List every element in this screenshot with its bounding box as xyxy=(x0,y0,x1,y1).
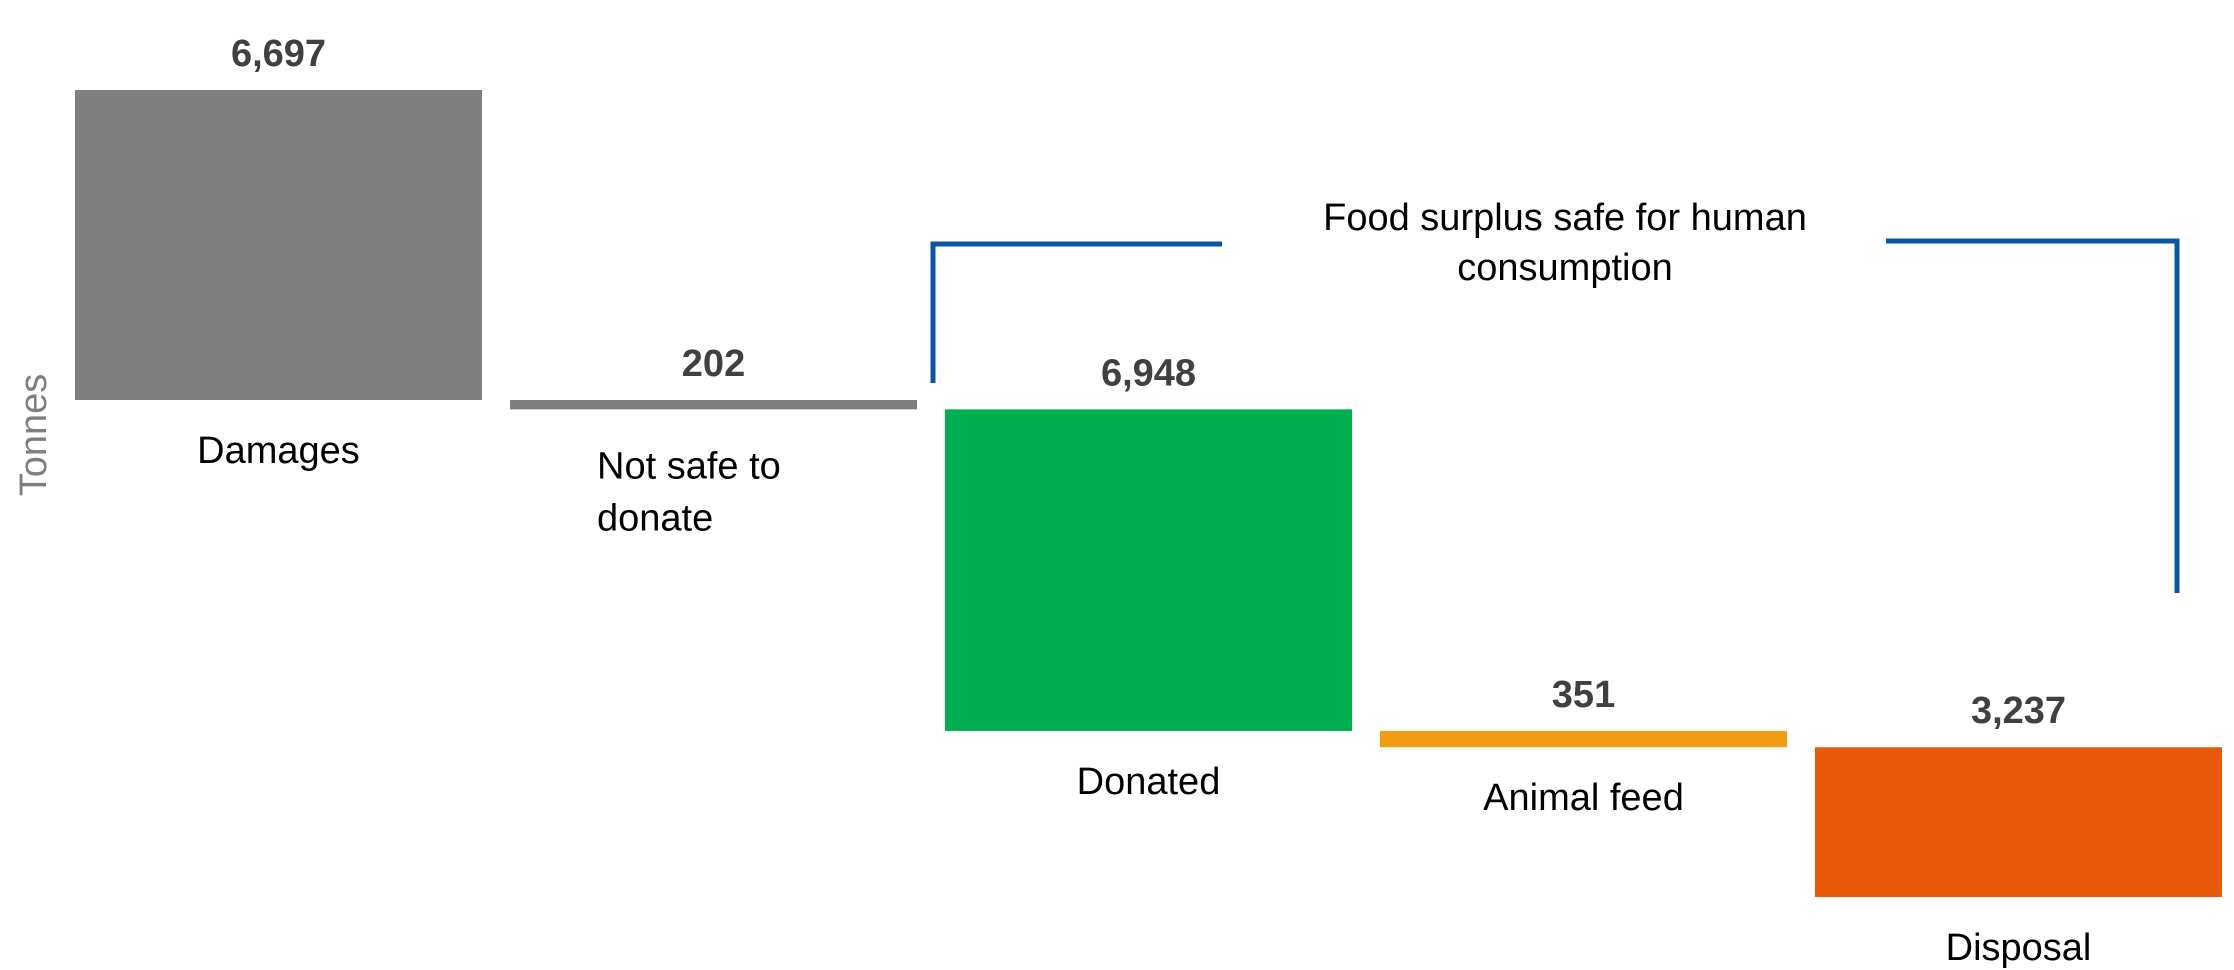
y-axis-label: Tonnes xyxy=(13,374,55,497)
bar-not-safe-to-donate xyxy=(510,400,917,410)
annotation-text-line-2: consumption xyxy=(1457,247,1672,289)
annotation-bracket-left xyxy=(930,241,1222,383)
value-label-donated: 6,948 xyxy=(1101,352,1196,394)
category-label-donated: Donated xyxy=(1077,761,1221,803)
value-label-damages: 6,697 xyxy=(231,33,326,75)
annotation-bracket-right xyxy=(1886,238,2180,593)
category-labels-group: Damages Not safe to donate Donated Animal fe… xyxy=(197,430,2091,969)
category-label-not-safe-to-donate-line-1: Not safe to xyxy=(597,445,781,487)
value-label-not-safe-to-donate: 202 xyxy=(682,343,745,385)
category-label-disposal: Disposal xyxy=(1946,927,2092,969)
bar-animal-feed xyxy=(1380,730,1787,748)
category-label-animal-feed: Animal feed xyxy=(1483,777,1684,819)
value-label-animal-feed: 351 xyxy=(1552,674,1615,716)
bar-damages xyxy=(75,90,482,400)
annotation-text: Food surplus safe for human consumption xyxy=(1323,197,1807,289)
category-label-not-safe-to-donate-line-2: donate xyxy=(597,497,713,539)
bars-group xyxy=(75,90,2222,898)
bar-donated xyxy=(945,409,1352,731)
value-label-disposal: 3,237 xyxy=(1971,690,2066,732)
annotation-group: Food surplus safe for human consumption xyxy=(930,197,2180,593)
bar-disposal xyxy=(1815,747,2222,898)
annotation-text-line-1: Food surplus safe for human xyxy=(1323,197,1807,239)
category-label-damages: Damages xyxy=(197,430,360,472)
value-labels-group: 6,697 202 6,948 351 3,237 xyxy=(231,33,2066,732)
